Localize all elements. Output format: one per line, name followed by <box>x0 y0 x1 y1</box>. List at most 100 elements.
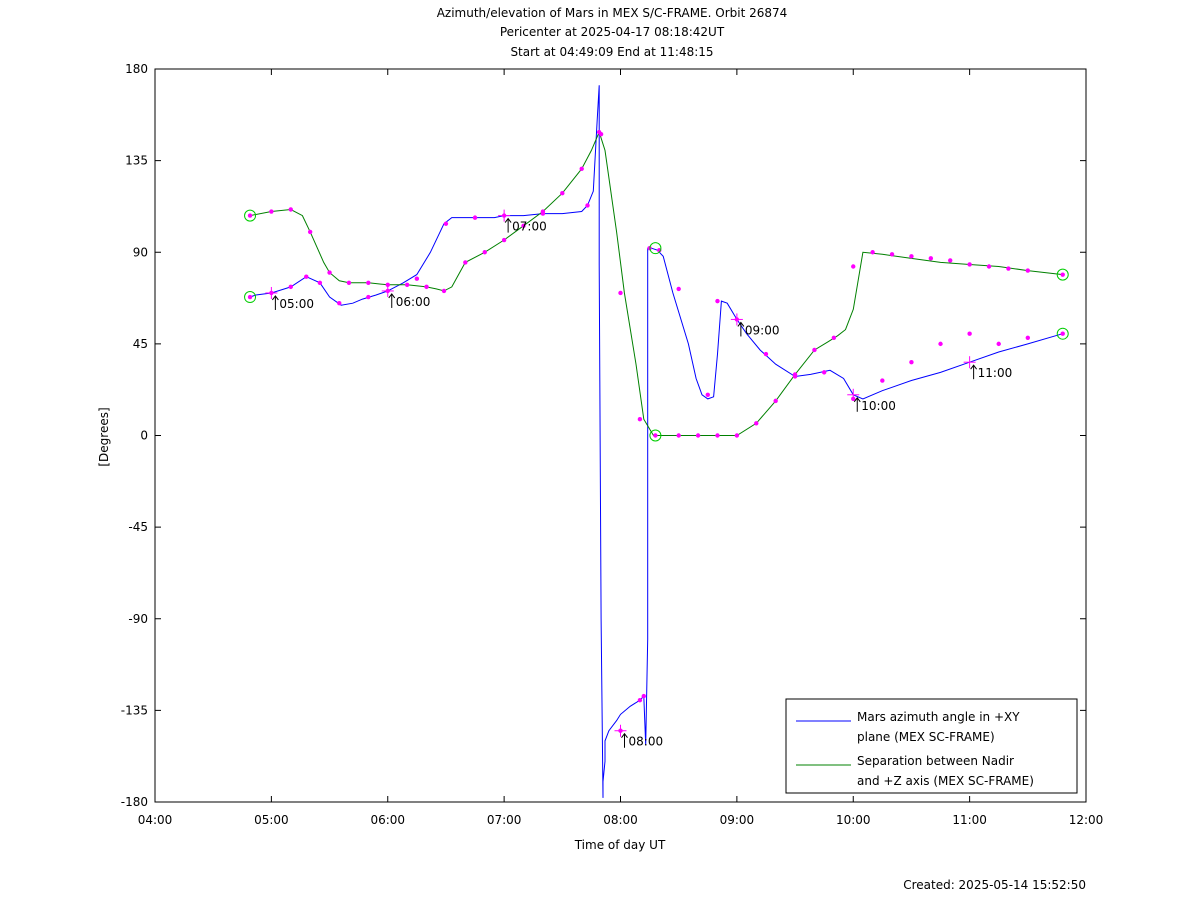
data-point-separation <box>889 252 895 257</box>
x-tick-label: 10:00 <box>836 813 871 827</box>
data-point-azimuth <box>472 215 478 220</box>
data-point-azimuth <box>967 331 972 336</box>
data-point-azimuth <box>585 203 590 208</box>
chart-title-line-3: Start at 04:49:09 End at 11:48:15 <box>510 45 713 59</box>
data-point-separation <box>1025 268 1031 273</box>
x-tick-label: 05:00 <box>254 813 289 827</box>
data-point-azimuth <box>880 378 885 383</box>
chart-title-line-1: Azimuth/elevation of Mars in MEX S/C-FRA… <box>437 6 788 20</box>
x-tick-label: 04:00 <box>138 813 173 827</box>
data-point-separation <box>1060 272 1065 277</box>
data-point-azimuth <box>996 341 1001 347</box>
data-point-azimuth <box>366 294 371 300</box>
data-point-separation <box>618 290 623 296</box>
data-point-azimuth <box>821 370 827 375</box>
hour-annotation-arrowhead <box>853 396 861 403</box>
hour-annotation-arrowhead <box>388 293 396 299</box>
y-tick-label: -45 <box>128 520 148 534</box>
data-point-azimuth <box>414 276 420 281</box>
legend-label-azimuth-line-2: plane (MEX SC-FRAME) <box>857 730 995 744</box>
x-tick-label: 12:00 <box>1069 813 1104 827</box>
series-line-azimuth <box>249 85 1063 798</box>
plot-area-frame <box>154 68 1087 803</box>
y-tick-label: 0 <box>140 429 148 443</box>
data-point-separation <box>463 260 468 265</box>
data-point-azimuth <box>705 392 710 397</box>
data-point-separation <box>269 209 274 214</box>
x-tick-label: 11:00 <box>952 813 987 827</box>
y-tick-label: 135 <box>125 154 148 168</box>
hour-annotation-arrowhead <box>970 364 978 370</box>
data-point-separation <box>831 335 837 340</box>
created-timestamp: Created: 2025-05-14 15:52:50 <box>903 878 1086 892</box>
data-point-separation <box>521 223 526 228</box>
event-circle-marker <box>649 429 662 442</box>
event-circle-marker <box>244 209 257 222</box>
x-tick-label: 08:00 <box>603 813 638 827</box>
hour-annotation-label: 05:00 <box>279 297 314 311</box>
hour-annotation-label: 08:00 <box>629 735 664 749</box>
data-point-azimuth <box>443 221 449 226</box>
data-point-separation <box>327 270 332 275</box>
hour-annotation-arrowhead <box>621 732 628 739</box>
data-point-separation <box>540 209 546 214</box>
data-point-azimuth <box>909 360 914 365</box>
data-point-azimuth <box>715 298 720 304</box>
event-circle-marker <box>244 291 257 304</box>
y-tick-label: 90 <box>133 245 148 259</box>
axes: 04:00 05:00 06:00 07:00 08:00 09:00 10:00 11:00… <box>121 62 1104 827</box>
series-layer <box>244 85 1069 798</box>
data-point-separation <box>986 264 992 269</box>
data-point-separation <box>676 433 681 438</box>
data-point-separation <box>754 421 759 426</box>
data-point-separation <box>424 284 429 290</box>
data-point-separation <box>404 282 410 288</box>
y-tick-label: -90 <box>128 612 148 626</box>
data-point-separation <box>909 254 914 259</box>
data-point-separation <box>247 213 253 218</box>
series-line-separation <box>249 130 1063 436</box>
data-point-separation <box>812 347 817 353</box>
hour-annotation-label: 09:00 <box>745 323 780 337</box>
data-point-separation <box>346 280 352 285</box>
data-point-separation <box>851 264 856 269</box>
data-point-separation <box>948 258 953 263</box>
event-circle-marker <box>1056 268 1069 281</box>
hour-annotation-label: 06:00 <box>396 295 431 309</box>
data-point-azimuth <box>1060 331 1065 336</box>
y-tick-label: -180 <box>121 795 148 809</box>
data-point-azimuth <box>317 280 323 285</box>
data-point-separation <box>715 433 720 438</box>
data-point-separation <box>288 207 293 212</box>
x-tick-label: 06:00 <box>370 813 405 827</box>
hour-annotation-label: 07:00 <box>512 220 547 234</box>
legend-label-separation-line-1: Separation between Nadir <box>857 754 1014 768</box>
data-point-separation <box>734 433 740 438</box>
hour-annotation-label: 10:00 <box>861 399 896 413</box>
data-point-azimuth <box>763 351 769 357</box>
data-point-separation <box>1006 266 1011 271</box>
data-point-azimuth <box>247 294 253 300</box>
x-axis-label: Time of day UT <box>574 838 666 852</box>
data-point-azimuth <box>288 284 293 290</box>
data-point-separation <box>366 280 371 285</box>
legend-box <box>785 698 1078 794</box>
data-point-separation <box>773 398 778 404</box>
legend: Mars azimuth angle in +XY plane (MEX SC-… <box>785 698 1078 794</box>
data-point-separation <box>870 250 875 255</box>
hour-annotation-arrowhead <box>737 321 745 327</box>
hour-annotation-arrowhead <box>271 295 279 301</box>
data-point-separation <box>560 191 565 196</box>
x-tick-label: 09:00 <box>720 813 755 827</box>
data-point-azimuth <box>304 274 309 279</box>
data-point-separation <box>653 433 658 438</box>
hour-annotation-arrowhead <box>504 217 512 223</box>
data-point-separation <box>695 433 701 438</box>
data-point-separation <box>501 237 507 243</box>
data-point-separation <box>579 166 584 171</box>
event-circle-marker <box>649 242 662 255</box>
legend-label-separation-line-2: and +Z axis (MEX SC-FRAME) <box>857 774 1034 788</box>
data-point-azimuth <box>641 693 646 699</box>
y-tick-label: 180 <box>125 62 148 76</box>
